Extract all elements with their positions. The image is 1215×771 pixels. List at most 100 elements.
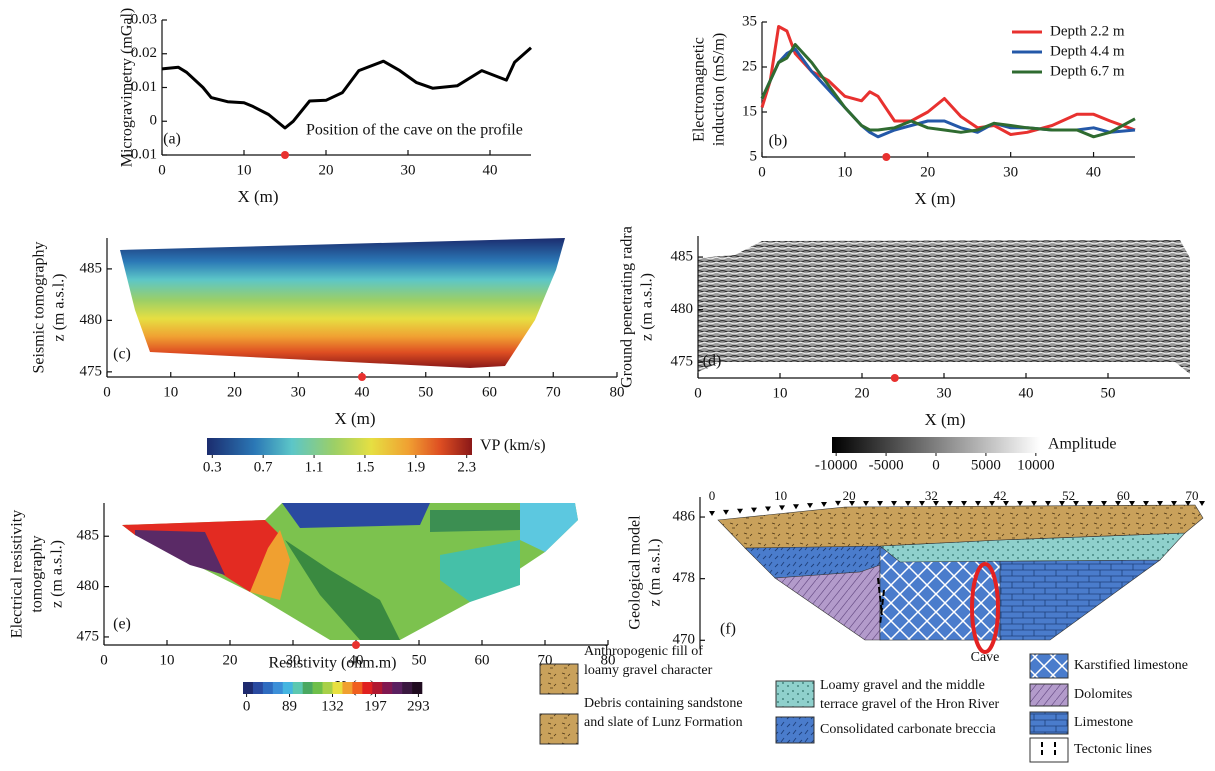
panel-label: (e): [113, 616, 131, 633]
top-tick-label: 10: [774, 488, 787, 503]
colorbar-cell: [352, 682, 363, 694]
x-axis-label: X (m): [334, 409, 375, 428]
colorbar: [207, 438, 472, 455]
y-axis-label: Electromagnetic: [691, 37, 708, 142]
surface-marker: [1101, 501, 1107, 506]
y-tick-label: 480: [80, 312, 103, 328]
colorbar-tick-label: 0.7: [254, 459, 273, 475]
y-tick-label: 480: [671, 301, 694, 317]
x-tick-label: 40: [483, 162, 498, 178]
colorbar-tick-label: 2.3: [457, 459, 476, 475]
x-tick-label: 0: [158, 162, 166, 178]
x-tick-label: 70: [546, 384, 561, 400]
legend-label: Dolomites: [1074, 687, 1132, 702]
y-tick-label: 0.03: [131, 11, 157, 27]
legend-label: and slate of Lunz Formation: [584, 715, 743, 730]
colorbar-cell: [302, 682, 313, 694]
top-tick-label: 0: [709, 488, 716, 503]
series-line: [760, 47, 1136, 139]
surface-marker: [1087, 501, 1093, 506]
surface-marker: [793, 504, 799, 510]
ert-section: [122, 503, 578, 640]
legend-label: Tectonic lines: [1074, 742, 1152, 757]
x-tick-label: 50: [412, 652, 427, 668]
colorbar-cell: [342, 682, 353, 694]
y-axis-label: tomography: [29, 535, 46, 612]
x-tick-label: 0: [103, 384, 111, 400]
top-tick-label: 20: [843, 488, 856, 503]
surface-marker: [1073, 501, 1079, 506]
colorbar-tick-label: 197: [364, 698, 387, 714]
colorbar-tick-label: 1.1: [305, 459, 324, 475]
legend-label: Debris containing sandstone: [584, 696, 743, 711]
colorbar-cell: [282, 682, 294, 694]
legend-label: Depth 4.4 m: [1050, 43, 1125, 59]
legend-label: Limestone: [1074, 715, 1133, 730]
y-tick-label: 470: [673, 632, 696, 648]
surface-marker: [863, 501, 869, 506]
surface-marker: [1157, 501, 1163, 506]
surface-marker: [975, 501, 981, 506]
surface-marker: [1171, 501, 1177, 506]
surface-marker: [989, 501, 995, 506]
y-axis-label: z (m a.s.l.): [51, 274, 68, 342]
y-tick-label: 475: [77, 628, 100, 644]
surface-marker: [709, 511, 715, 516]
legend-label: terrace gravel of the Hron River: [820, 697, 1000, 712]
x-tick-label: 10: [837, 164, 852, 180]
surface-marker: [1129, 501, 1135, 506]
x-tick-label: 40: [349, 652, 364, 668]
surface-marker: [1115, 501, 1121, 506]
legend-label: Loamy gravel and the middle: [820, 678, 985, 693]
y-tick-label: 480: [77, 578, 100, 594]
y-axis-label: z (m a.s.l.): [639, 273, 656, 341]
colorbar-cell: [372, 682, 383, 694]
y-axis-label: induction (mS/m): [711, 33, 728, 146]
colorbar-tick-label: 89: [282, 698, 297, 714]
colorbar: [832, 437, 1040, 453]
colorbar-cell: [252, 682, 264, 694]
x-tick-label: 20: [920, 164, 935, 180]
surface-marker: [891, 501, 897, 506]
top-tick-label: 52: [1062, 488, 1075, 503]
cave-marker: [890, 374, 899, 382]
colorbar-cell: [402, 682, 413, 694]
x-tick-label: 20: [223, 652, 238, 668]
colorbar-cell: [243, 682, 254, 694]
y-tick-label: -0.01: [126, 146, 157, 162]
y-tick-label: 0.01: [131, 79, 157, 95]
surface-marker: [835, 500, 841, 506]
y-tick-label: 35: [742, 13, 757, 29]
y-tick-label: 486: [673, 508, 696, 524]
colorbar-tick-label: 1.5: [356, 459, 375, 475]
x-tick-label: 10: [160, 652, 175, 668]
y-axis-label: Microgravimetry (mGal): [119, 8, 136, 168]
y-tick-label: 478: [673, 570, 696, 586]
surface-marker: [779, 505, 785, 511]
colorbar-tick-label: 10000: [1017, 457, 1055, 473]
colorbar-tick-label: 5000: [971, 457, 1001, 473]
surface-marker: [919, 501, 925, 506]
decoration: [120, 238, 1204, 763]
legend-label: Consolidated carbonate breccia: [820, 722, 996, 737]
surface-marker: [1059, 501, 1065, 506]
colorbar-tick-label: 293: [407, 698, 430, 714]
legend-label: loamy gravel character: [584, 663, 713, 678]
colorbar-cell: [262, 682, 274, 694]
y-tick-label: 5: [750, 148, 758, 164]
top-tick-label: 32: [925, 488, 938, 503]
series-line: [161, 46, 532, 130]
colorbar-tick-label: -5000: [869, 457, 904, 473]
surface-marker: [1199, 501, 1205, 506]
colorbar-tick-label: 0: [932, 457, 940, 473]
x-tick-label: 30: [1003, 164, 1018, 180]
annotation: Position of the cave on the profile: [306, 122, 523, 139]
y-tick-label: 0.02: [131, 45, 157, 61]
surface-marker: [751, 507, 757, 513]
colorbar-tick-label: 0: [243, 698, 251, 714]
surface-marker: [1017, 501, 1023, 506]
x-tick-label: 0: [694, 385, 702, 401]
y-axis-label: z (m a.s.l.): [49, 540, 66, 608]
surface-marker: [737, 508, 743, 514]
